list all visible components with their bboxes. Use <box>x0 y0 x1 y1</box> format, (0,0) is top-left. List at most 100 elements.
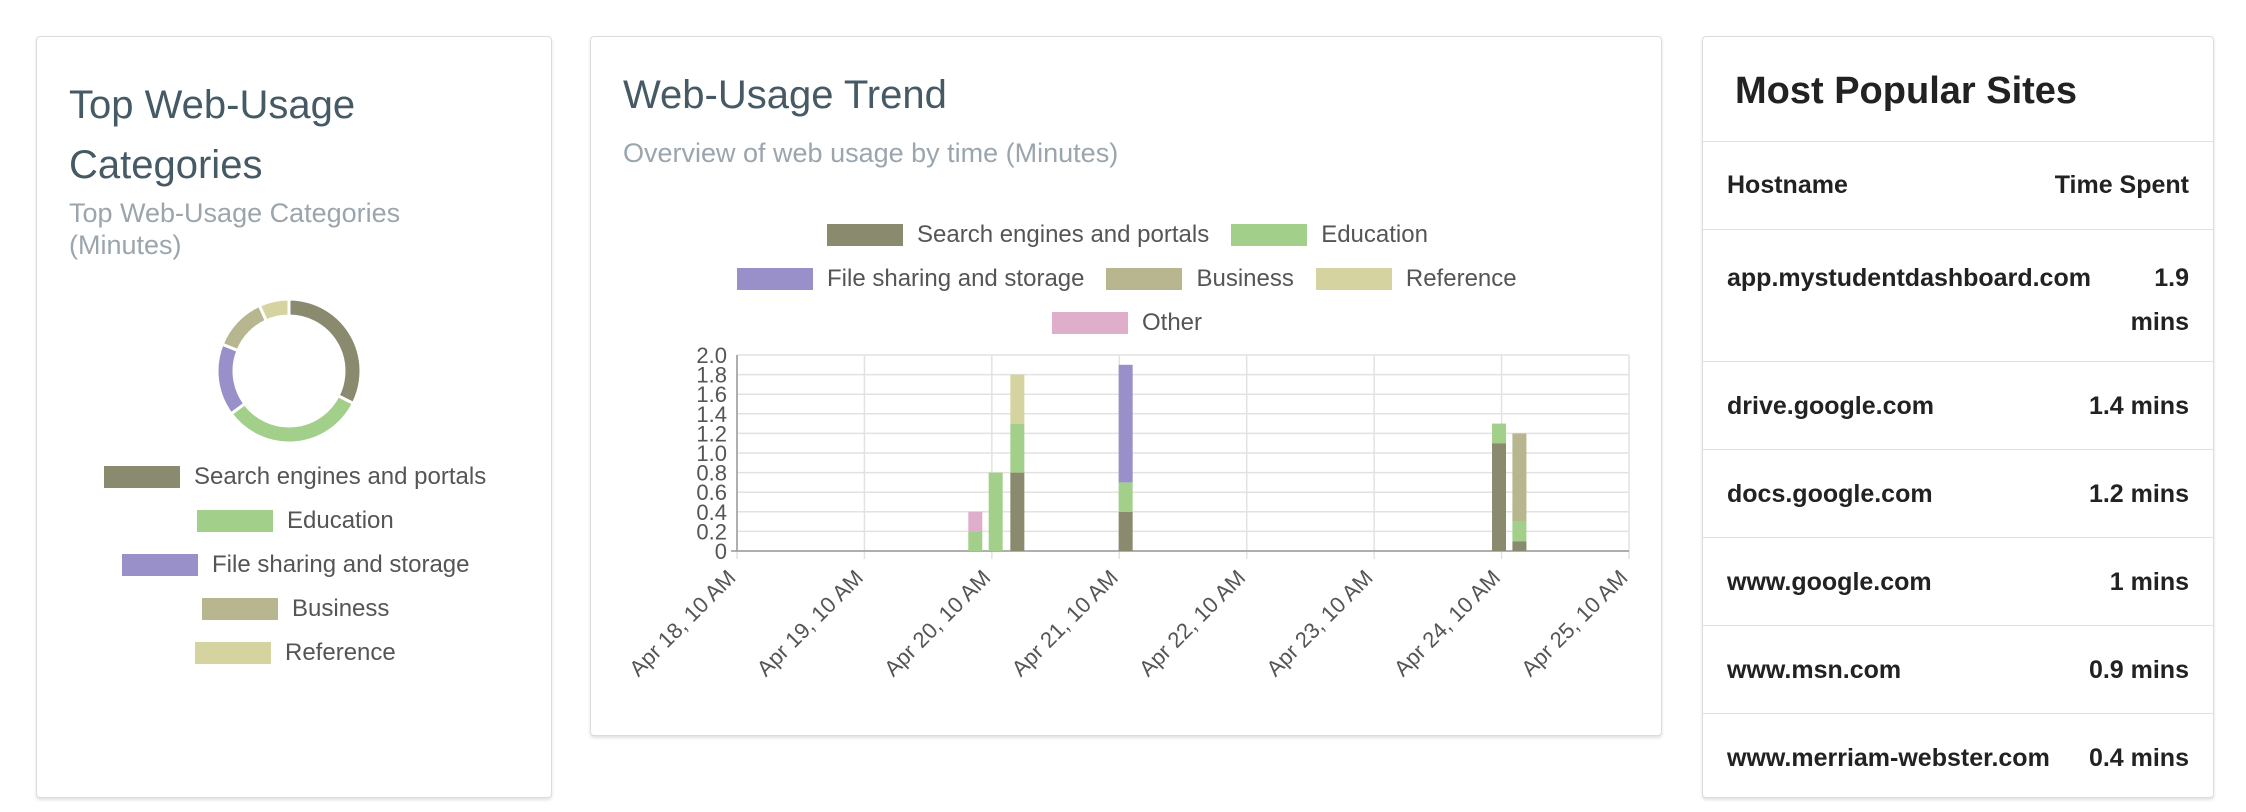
hostname-cell: www.msn.com <box>1727 655 1902 684</box>
sites-table: Hostname Time Spent app.mystudentdashboa… <box>1703 141 2213 801</box>
y-tick-label: 1.8 <box>696 363 727 388</box>
table-row: docs.google.com 1.2 mins <box>1703 449 2213 537</box>
legend-swatch <box>195 642 271 664</box>
trend-bar-chart: 00.20.40.60.81.01.21.41.61.82.0 Apr 18, 1… <box>624 343 1632 681</box>
legend-item-reference[interactable]: Reference <box>1315 265 1517 293</box>
legend-row: Search engines and portals Education <box>827 221 1428 249</box>
legend-row: File sharing and storage Business Referenc… <box>737 265 1517 293</box>
popular-sites-card: Most Popular Sites Hostname Time Spent a… <box>1702 36 2214 798</box>
hostname-cell: docs.google.com <box>1727 479 1933 508</box>
bar-segment-search-engines-and-portals[interactable] <box>1492 443 1507 551</box>
trend-subtitle: Overview of web usage by time (Minutes) <box>623 138 1119 168</box>
legend-swatch <box>1106 268 1183 290</box>
bar-segment-education[interactable] <box>1512 521 1527 542</box>
donut-slice-file-sharing-and-storage[interactable] <box>215 342 247 416</box>
hostname-column-header: Hostname <box>1727 171 1848 199</box>
legend-swatch <box>197 510 273 532</box>
x-tick-label: Apr 19, 10 AM <box>752 565 868 681</box>
legend-swatch <box>737 268 813 290</box>
y-tick-label: 0.4 <box>696 500 727 525</box>
bar-segment-reference[interactable] <box>1010 374 1025 424</box>
top-categories-card: Top Web-Usage Categories Top Web-Usage C… <box>36 36 552 798</box>
legend-swatch <box>1315 268 1392 290</box>
y-tick-label: 1.6 <box>696 382 727 407</box>
trend-title: Web-Usage Trend <box>623 73 947 117</box>
legend-label: Reference <box>285 639 396 666</box>
legend-item-business[interactable]: Business <box>1106 265 1294 293</box>
table-row: app.mystudentdashboard.com 1.9 mins <box>1703 229 2213 361</box>
table-row: www.msn.com 0.9 mins <box>1703 625 2213 713</box>
legend-label: Search engines and portals <box>194 463 487 490</box>
legend-item-search-engines-and-portals[interactable]: Search engines and portals <box>104 463 486 491</box>
bar-segment-education[interactable] <box>988 472 1003 551</box>
y-tick-label: 0.6 <box>696 480 727 505</box>
y-tick-label: 0 <box>715 539 727 564</box>
sites-table-header: Hostname Time Spent <box>1703 141 2213 229</box>
legend-item-search-engines-and-portals[interactable]: Search engines and portals <box>827 221 1209 249</box>
y-tick-label: 0.2 <box>696 519 727 544</box>
x-tick-label: Apr 21, 10 AM <box>1007 565 1123 681</box>
bar-segment-education[interactable] <box>1118 482 1133 512</box>
x-tick-label: Apr 24, 10 AM <box>1389 565 1505 681</box>
bar-segment-other[interactable] <box>968 511 983 532</box>
x-tick-label: Apr 20, 10 AM <box>879 565 995 681</box>
hostname-cell: app.mystudentdashboard.com <box>1727 264 2091 292</box>
legend-label: Business <box>292 595 390 622</box>
time-spent-cell: 1.4 mins <box>2088 391 2189 420</box>
legend-row: Other <box>1052 309 1202 337</box>
bar-segment-search-engines-and-portals[interactable] <box>1512 541 1527 551</box>
bar-segment-search-engines-and-portals[interactable] <box>1118 511 1133 551</box>
legend-row: Business <box>202 595 389 623</box>
legend-item-reference[interactable]: Reference <box>195 639 396 667</box>
legend-swatch <box>122 554 198 576</box>
bar-segment-education[interactable] <box>1492 423 1507 444</box>
legend-swatch <box>202 598 278 620</box>
table-row: www.merriam-webster.com 0.4 mins <box>1703 713 2213 801</box>
legend-item-education[interactable]: Education <box>197 507 394 535</box>
y-tick-label: 1.2 <box>696 421 727 446</box>
legend-item-file-sharing-and-storage[interactable]: File sharing and storage <box>737 265 1084 293</box>
legend-label: Reference <box>1405 265 1517 292</box>
trend-card: Web-Usage Trend Overview of web usage by… <box>590 36 1662 736</box>
hostname-cell: www.merriam-webster.com <box>1727 743 2050 772</box>
donut-slice-education[interactable] <box>229 393 356 445</box>
legend-label: Business <box>1196 265 1294 292</box>
legend-item-business[interactable]: Business <box>202 595 389 623</box>
legend-item-file-sharing-and-storage[interactable]: File sharing and storage <box>122 551 469 579</box>
legend-label: Search engines and portals <box>917 221 1210 248</box>
x-tick-label: Apr 18, 10 AM <box>624 565 740 681</box>
x-tick-label: Apr 23, 10 AM <box>1261 565 1377 681</box>
time-spent-column-header: Time Spent <box>2054 171 2189 199</box>
donut-slice-business[interactable] <box>220 303 269 353</box>
categories-title: Top Web-Usage Categories <box>69 83 356 187</box>
bar-segment-education[interactable] <box>1010 423 1025 473</box>
y-tick-label: 2.0 <box>696 343 727 368</box>
legend-item-other[interactable]: Other <box>1052 309 1202 337</box>
legend-row: Education <box>197 507 394 535</box>
table-row: www.google.com 1 mins <box>1703 537 2213 625</box>
legend-label: Education <box>287 507 394 534</box>
bar-segment-search-engines-and-portals[interactable] <box>1010 472 1025 551</box>
hostname-cell: drive.google.com <box>1727 391 1934 420</box>
legend-swatch <box>104 466 180 488</box>
sites-title: Most Popular Sites <box>1735 70 2078 112</box>
hostname-cell: www.google.com <box>1727 567 1932 596</box>
donut-slice-search-engines-and-portals[interactable] <box>287 297 363 406</box>
x-tick-label: Apr 22, 10 AM <box>1134 565 1250 681</box>
time-spent-cell: 1.2 mins <box>2088 479 2189 508</box>
categories-subtitle: Top Web-Usage Categories (Minutes) <box>69 198 401 260</box>
bar-segment-business[interactable] <box>1512 433 1527 522</box>
legend-swatch <box>827 224 903 246</box>
legend-label: Education <box>1321 221 1428 248</box>
bar-segment-file-sharing-and-storage[interactable] <box>1118 364 1133 483</box>
time-spent-cell: 0.9 mins <box>2088 655 2189 684</box>
legend-swatch <box>1052 312 1128 334</box>
y-tick-label: 0.8 <box>696 461 727 486</box>
time-spent-cell: 1.9 mins <box>2131 256 2189 344</box>
bar-segment-education[interactable] <box>968 531 983 551</box>
legend-swatch <box>1231 224 1308 246</box>
legend-item-education[interactable]: Education <box>1231 221 1428 249</box>
legend-row: Search engines and portals <box>104 463 486 491</box>
donut-slice-reference[interactable] <box>257 297 291 323</box>
legend-label: File sharing and storage <box>212 551 470 578</box>
